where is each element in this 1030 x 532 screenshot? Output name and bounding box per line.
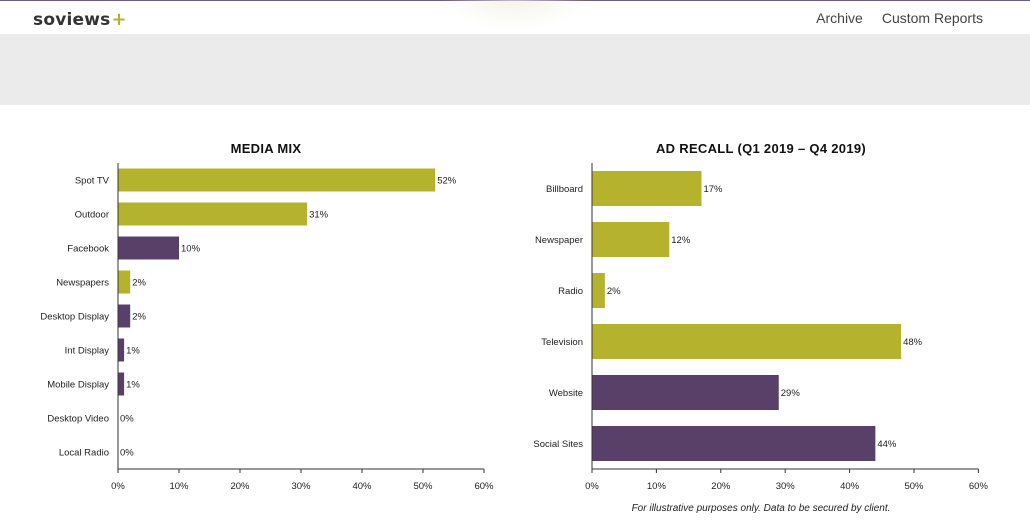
media-mix-bar [118, 236, 179, 260]
media-mix-data-label: 31% [309, 210, 329, 221]
footnote: For illustrative purposes only. Data to … [631, 503, 891, 514]
media-mix-bar [118, 338, 125, 362]
media-mix-category-label: Outdoor [75, 210, 109, 221]
media-mix-x-tick-label: 10% [169, 481, 189, 492]
media-mix-data-label: 0% [120, 448, 134, 459]
media-mix-category-label: Facebook [67, 244, 109, 255]
media-mix-category-label: Local Radio [59, 448, 109, 459]
media-mix-bar [118, 202, 308, 226]
media-mix-category-label: Spot TV [75, 176, 110, 187]
ad-recall-x-tick-label: 10% [647, 481, 667, 492]
ad-recall-category-label: Television [541, 337, 583, 348]
media-mix-category-label: Mobile Display [47, 380, 109, 391]
ad-recall-data-label: 44% [877, 439, 897, 450]
ad-recall-x-tick-label: 60% [969, 481, 989, 492]
ad-recall-data-label: 2% [607, 286, 621, 297]
ad-recall-x-tick-label: 50% [904, 481, 924, 492]
nav-custom-reports-link[interactable]: Custom Reports [881, 10, 983, 26]
media-mix-data-label: 10% [181, 244, 201, 255]
ad-recall-bar [592, 222, 670, 257]
main-nav: Archive Custom Reports [816, 10, 983, 26]
media-mix-x-tick-label: 0% [111, 481, 125, 492]
ad-recall-x-tick-label: 20% [711, 481, 731, 492]
media-mix-x-tick-label: 30% [291, 481, 311, 492]
nav-archive-link[interactable]: Archive [816, 10, 863, 26]
ad-recall-data-label: 17% [703, 184, 723, 195]
ad-recall-category-label: Website [549, 388, 583, 399]
ad-recall-data-label: 12% [671, 235, 691, 246]
logo-plus-icon: + [111, 9, 127, 30]
ad-recall-bar [592, 171, 702, 206]
media-mix-title: MEDIA MIX [231, 141, 302, 156]
ad-recall-bar [592, 324, 902, 359]
media-mix-data-label: 2% [132, 312, 146, 323]
ad-recall-data-label: 29% [781, 388, 801, 399]
media-mix-data-label: 0% [120, 414, 134, 425]
ad-recall-category-label: Newspaper [535, 235, 583, 246]
media-mix-data-label: 1% [126, 380, 140, 391]
hero-banner [0, 34, 1030, 105]
media-mix-category-label: Desktop Video [47, 414, 109, 425]
ad-recall-title: AD RECALL (Q1 2019 – Q4 2019) [656, 141, 866, 156]
media-mix-data-label: 52% [437, 176, 457, 187]
ad-recall-x-tick-label: 0% [585, 481, 599, 492]
media-mix-bar [118, 304, 131, 328]
ad-recall-bar [592, 273, 605, 308]
media-mix-bar [118, 372, 125, 396]
media-mix-x-tick-label: 60% [474, 481, 494, 492]
ad-recall-category-label: Social Sites [533, 439, 583, 450]
media-mix-data-label: 1% [126, 346, 140, 357]
logo-text: soviews [33, 10, 111, 30]
logo[interactable]: soviews+ [33, 9, 127, 30]
ad-recall-bar [592, 426, 876, 461]
top-nav-bar: soviews+ Archive Custom Reports [0, 0, 1030, 34]
media-mix-x-tick-label: 20% [230, 481, 250, 492]
ad-recall-chart: AD RECALL (Q1 2019 – Q4 2019) Billboard 17… [533, 141, 989, 492]
media-mix-category-label: Int Display [65, 346, 110, 357]
ad-recall-x-tick-label: 30% [776, 481, 796, 492]
media-mix-bar [118, 168, 436, 192]
ad-recall-category-label: Billboard [546, 184, 583, 195]
media-mix-x-tick-label: 50% [413, 481, 433, 492]
media-mix-category-label: Desktop Display [40, 312, 109, 323]
header-glow [440, 0, 590, 31]
media-mix-data-label: 2% [132, 278, 146, 289]
ad-recall-category-label: Radio [558, 286, 583, 297]
ad-recall-x-tick-label: 40% [840, 481, 860, 492]
media-mix-category-label: Newspapers [56, 278, 109, 289]
media-mix-chart: MEDIA MIX Spot TV 52% Outdoor 31% Facebook 10%… [40, 141, 494, 492]
ad-recall-data-label: 48% [903, 337, 923, 348]
media-mix-bar [118, 270, 131, 294]
media-mix-x-tick-label: 40% [352, 481, 372, 492]
ad-recall-bar [592, 375, 779, 410]
